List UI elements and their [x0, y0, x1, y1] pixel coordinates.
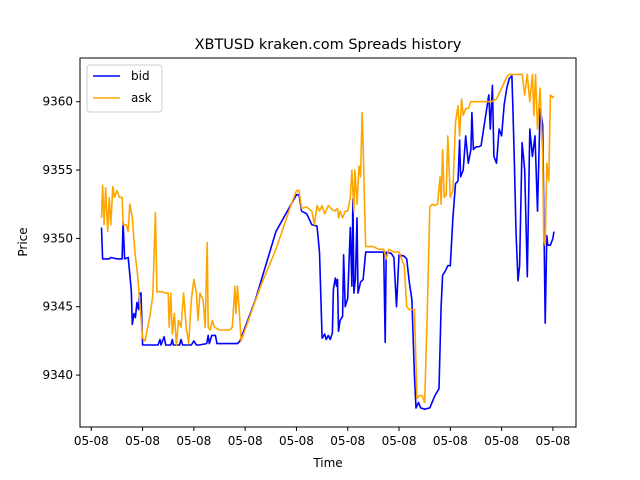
x-tick-label: 05-08: [330, 434, 365, 448]
y-tick-label: 9360: [42, 95, 73, 109]
series-layer: [100, 73, 555, 410]
y-axis-title: Price: [16, 227, 30, 256]
chart-title: XBTUSD kraken.com Spreads history: [195, 37, 462, 53]
y-tick-label: 9345: [42, 300, 73, 314]
x-tick-label: 05-08: [382, 434, 417, 448]
x-tick-label: 05-08: [228, 434, 263, 448]
x-axis: 05-08 05-08 05-08 05-08 05-08 05-08 05-08 05-08…: [74, 427, 570, 448]
x-tick-label: 05-08: [484, 434, 519, 448]
x-tick-label: 05-08: [279, 434, 314, 448]
legend-label-bid: bid: [131, 69, 150, 83]
x-tick-label: 05-08: [535, 434, 570, 448]
y-axis: 9340 9345 9350 9355 9360: [42, 95, 80, 382]
legend: bid ask: [86, 64, 163, 113]
x-tick-label: 05-08: [125, 434, 160, 448]
x-axis-title: Time: [312, 456, 342, 470]
x-tick-label: 05-08: [176, 434, 211, 448]
series-line-bid: [100, 75, 555, 410]
x-tick-label: 05-08: [74, 434, 109, 448]
x-tick-label: 05-08: [433, 434, 468, 448]
y-tick-label: 9340: [42, 368, 73, 382]
y-tick-label: 9355: [42, 163, 73, 177]
legend-label-ask: ask: [131, 91, 152, 105]
plot-frame: [79, 57, 577, 428]
y-tick-label: 9350: [42, 231, 73, 245]
series-line-ask: [100, 73, 555, 404]
